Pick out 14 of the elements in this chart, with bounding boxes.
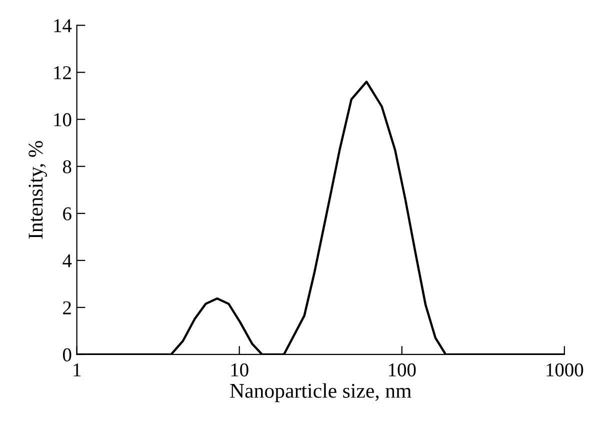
y-tick-label: 6 [63, 207, 72, 220]
y-tick-label: 8 [62, 160, 72, 174]
x-tick-label: 10 [231, 363, 248, 376]
y-axis-title: Intensity, % [28, 140, 47, 239]
y-tick-label: 10 [54, 113, 72, 126]
x-tick-label: 1 [74, 363, 81, 376]
x-tick-label: 100 [389, 363, 416, 376]
y-tick-label: 0 [62, 348, 72, 362]
y-tick-label: 4 [62, 254, 72, 268]
y-tick-label: 14 [54, 19, 72, 32]
x-axis-title: Nanoparticle size, nm [230, 383, 412, 402]
y-tick-label: 12 [54, 66, 71, 80]
x-tick-label: 1000 [546, 363, 584, 376]
y-tick-label: 2 [63, 301, 71, 314]
